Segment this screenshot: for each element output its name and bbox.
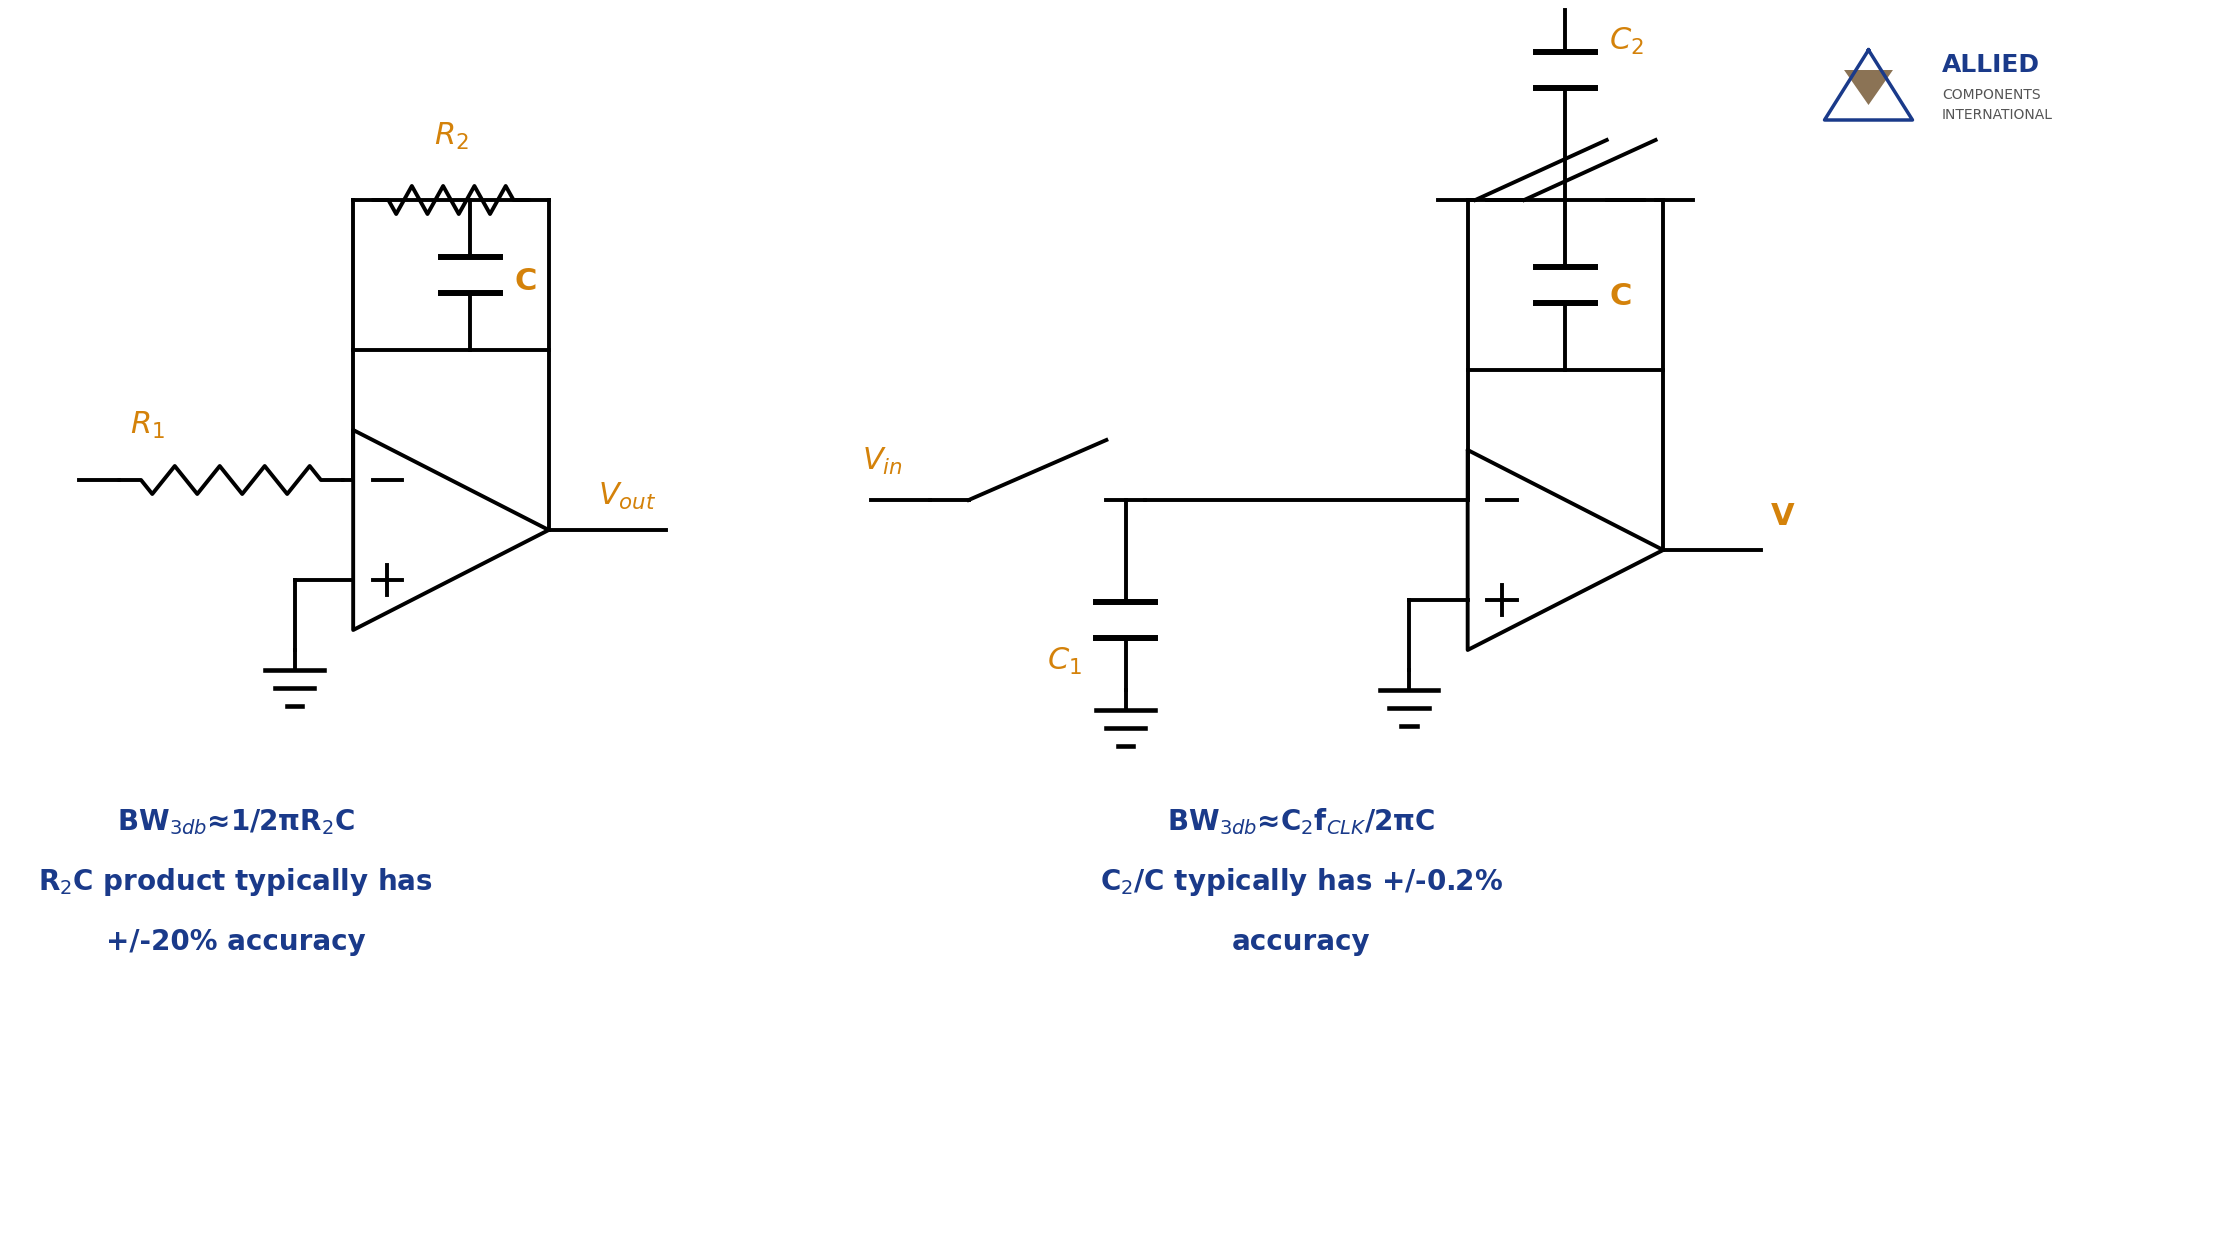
Text: R$_2$C product typically has: R$_2$C product typically has: [38, 866, 432, 898]
Text: COMPONENTS: COMPONENTS: [1942, 88, 2041, 102]
Polygon shape: [1844, 71, 1893, 105]
Text: $C_1$: $C_1$: [1048, 646, 1082, 677]
Text: C: C: [1608, 282, 1631, 311]
Text: BW$_{3db}$≈1/2πR$_2$C: BW$_{3db}$≈1/2πR$_2$C: [116, 806, 354, 837]
Text: $C_2$: $C_2$: [1608, 26, 1644, 57]
Text: $V_{out}$: $V_{out}$: [598, 481, 656, 512]
Text: accuracy: accuracy: [1232, 929, 1371, 956]
Text: C: C: [515, 267, 538, 296]
Text: C$_2$/C typically has +/-0.2%: C$_2$/C typically has +/-0.2%: [1100, 866, 1503, 898]
Text: V: V: [1772, 501, 1794, 530]
Text: $V_{in}$: $V_{in}$: [862, 446, 903, 478]
Text: $R_1$: $R_1$: [130, 410, 166, 441]
Text: +/-20% accuracy: +/-20% accuracy: [105, 929, 365, 956]
Text: INTERNATIONAL: INTERNATIONAL: [1942, 108, 2052, 122]
Text: $R_2$: $R_2$: [435, 121, 468, 152]
Text: ALLIED: ALLIED: [1942, 53, 2041, 77]
Text: BW$_{3db}$≈C$_2$f$_{CLK}$/2πC: BW$_{3db}$≈C$_2$f$_{CLK}$/2πC: [1167, 806, 1436, 837]
